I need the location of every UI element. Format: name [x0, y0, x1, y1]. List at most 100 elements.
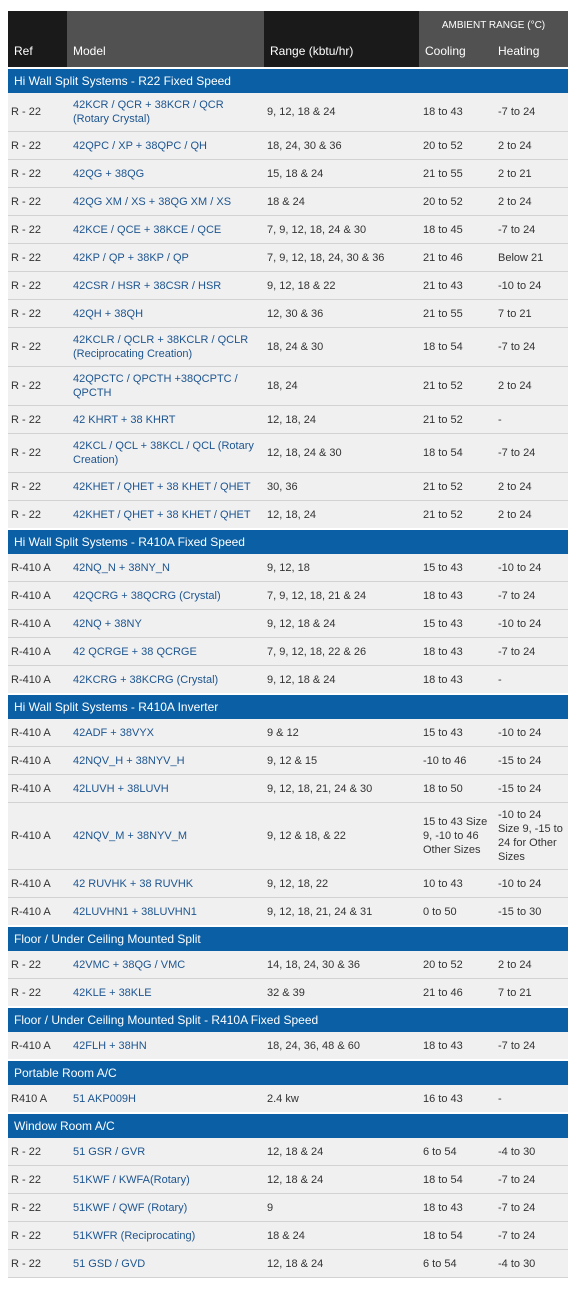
ref-cell: R - 22 — [8, 131, 67, 160]
ref-column-header: Ref — [8, 37, 67, 68]
model-cell: 42KP / QP + 38KP / QP — [67, 243, 264, 272]
range-cell: 7, 9, 12, 18, 24 & 30 — [264, 215, 419, 244]
model-cell: 42 RUVHK + 38 RUVHK — [67, 869, 264, 898]
ref-cell: R-410 A — [8, 774, 67, 803]
table-row: R-410 A 42NQV_M + 38NYV_M 9, 12 & 18, & 22… — [8, 802, 568, 870]
model-cell: 42QCRG + 38QCRG (Crystal) — [67, 581, 264, 610]
heating-cell: -4 to 30 — [492, 1138, 568, 1166]
range-cell: 7, 9, 12, 18, 21 & 24 — [264, 581, 419, 610]
ref-cell: R-410 A — [8, 719, 67, 747]
heating-cell: -15 to 24 — [492, 746, 568, 775]
range-cell: 9, 12, 18 — [264, 554, 419, 582]
range-cell: 12, 18 & 24 — [264, 1165, 419, 1194]
cooling-cell: 0 to 50 — [419, 897, 492, 927]
ref-cell: R-410 A — [8, 665, 67, 695]
model-cell: 42KCLR / QCLR + 38KCLR / QCLR (Reciproca… — [67, 327, 264, 367]
table-row: R-410 A 42FLH + 38HN 18, 24, 36, 48 & 60 18… — [8, 1032, 568, 1061]
cooling-cell: 15 to 43 Size 9, -10 to 46 Other Sizes — [419, 802, 492, 870]
section-title: Portable Room A/C — [8, 1059, 568, 1085]
model-cell: 51 GSR / GVR — [67, 1138, 264, 1166]
range-cell: 18, 24 — [264, 366, 419, 406]
heating-cell: -15 to 24 — [492, 774, 568, 803]
cooling-cell: 18 to 43 — [419, 1193, 492, 1222]
table-row: R - 22 42KCR / QCR + 38KCR / QCR (Rotary … — [8, 93, 568, 132]
heating-cell: 7 to 21 — [492, 978, 568, 1008]
range-cell: 9, 12, 18, 22 — [264, 869, 419, 898]
table-row: R-410 A 42QCRG + 38QCRG (Crystal) 7, 9, 12… — [8, 581, 568, 610]
ref-cell: R-410 A — [8, 637, 67, 666]
ref-cell: R-410 A — [8, 609, 67, 638]
header-spacer-range — [264, 11, 419, 37]
cooling-cell: 21 to 55 — [419, 159, 492, 188]
model-cell: 42KHET / QHET + 38 KHET / QHET — [67, 472, 264, 501]
table-header: AMBIENT RANGE (°C) Ref Model Range (kbtu… — [8, 11, 568, 68]
ref-cell: R - 22 — [8, 366, 67, 406]
range-cell: 9, 12, 18, 21, 24 & 30 — [264, 774, 419, 803]
cooling-cell: 20 to 52 — [419, 131, 492, 160]
model-cell: 42KLE + 38KLE — [67, 978, 264, 1008]
table-row: R - 22 42QG XM / XS + 38QG XM / XS 18 & 24… — [8, 187, 568, 216]
model-cell: 42LUVH + 38LUVH — [67, 774, 264, 803]
cooling-cell: 21 to 52 — [419, 472, 492, 501]
ref-cell: R - 22 — [8, 1221, 67, 1250]
range-cell: 18, 24, 36, 48 & 60 — [264, 1032, 419, 1061]
table-row: R-410 A 42NQV_H + 38NYV_H 9, 12 & 15 -10 to… — [8, 746, 568, 775]
cooling-cell: 18 to 54 — [419, 1165, 492, 1194]
model-cell: 42 KHRT + 38 KHRT — [67, 405, 264, 434]
heating-cell: -10 to 24 — [492, 609, 568, 638]
model-cell: 42NQ_N + 38NY_N — [67, 554, 264, 582]
model-cell: 51 AKP009H — [67, 1085, 264, 1114]
range-cell: 12, 18 & 24 — [264, 1249, 419, 1278]
range-cell: 9, 12, 18 & 24 — [264, 665, 419, 695]
ref-cell: R - 22 — [8, 93, 67, 132]
header-spacer-model — [67, 11, 264, 37]
section-title: Window Room A/C — [8, 1112, 568, 1138]
heating-cell: -7 to 24 — [492, 1193, 568, 1222]
range-cell: 9, 12, 18, 21, 24 & 31 — [264, 897, 419, 927]
range-cell: 18, 24 & 30 — [264, 327, 419, 367]
cooling-cell: 18 to 45 — [419, 215, 492, 244]
range-cell: 14, 18, 24, 30 & 36 — [264, 951, 419, 979]
table-row: R - 22 51 GSR / GVR 12, 18 & 24 6 to 54 -4 t… — [8, 1138, 568, 1166]
heating-cell: -7 to 24 — [492, 1221, 568, 1250]
heating-cell: -15 to 30 — [492, 897, 568, 927]
cooling-cell: 18 to 54 — [419, 433, 492, 473]
cooling-cell: 18 to 54 — [419, 1221, 492, 1250]
ref-cell: R - 22 — [8, 978, 67, 1008]
model-cell: 42KCR / QCR + 38KCR / QCR (Rotary Crysta… — [67, 93, 264, 132]
range-cell: 12, 18, 24 & 30 — [264, 433, 419, 473]
section-title: Hi Wall Split Systems - R410A Fixed Spee… — [8, 528, 568, 554]
cooling-column-header: Cooling — [419, 37, 492, 68]
cooling-cell: 21 to 52 — [419, 500, 492, 530]
section-title: Hi Wall Split Systems - R22 Fixed Speed — [8, 67, 568, 93]
table-row: R - 22 42KHET / QHET + 38 KHET / QHET 30, … — [8, 472, 568, 501]
ref-cell: R - 22 — [8, 500, 67, 530]
table-row: R-410 A 42KCRG + 38KCRG (Crystal) 9, 12, 1… — [8, 665, 568, 695]
section-title: Hi Wall Split Systems - R410A Inverter — [8, 693, 568, 719]
range-cell: 9 — [264, 1193, 419, 1222]
heating-cell: -7 to 24 — [492, 581, 568, 610]
table-row: R - 22 42 KHRT + 38 KHRT 12, 18, 24 21 to 5… — [8, 405, 568, 434]
table-row: R - 22 51 GSD / GVD 12, 18 & 24 6 to 54 -4 t… — [8, 1249, 568, 1278]
heating-cell: 2 to 24 — [492, 131, 568, 160]
section-title: Floor / Under Ceiling Mounted Split - R4… — [8, 1006, 568, 1032]
table-row: R-410 A 42ADF + 38VYX 9 & 12 15 to 43 -10 to… — [8, 719, 568, 747]
ref-cell: R-410 A — [8, 869, 67, 898]
range-cell: 18 & 24 — [264, 1221, 419, 1250]
heating-cell: -10 to 24 — [492, 719, 568, 747]
model-cell: 51KWFR (Reciprocating) — [67, 1221, 264, 1250]
model-cell: 42KHET / QHET + 38 KHET / QHET — [67, 500, 264, 530]
cooling-cell: 6 to 54 — [419, 1138, 492, 1166]
heating-cell: - — [492, 665, 568, 695]
heating-cell: - — [492, 1085, 568, 1114]
heating-cell: 2 to 24 — [492, 951, 568, 979]
heating-cell: 2 to 24 — [492, 187, 568, 216]
ref-cell: R - 22 — [8, 405, 67, 434]
ref-cell: R - 22 — [8, 1193, 67, 1222]
range-cell: 9, 12, 18 & 24 — [264, 609, 419, 638]
cooling-cell: 21 to 52 — [419, 405, 492, 434]
model-cell: 42VMC + 38QG / VMC — [67, 951, 264, 979]
model-column-header: Model — [67, 37, 264, 68]
table-row: R - 22 42KCLR / QCLR + 38KCLR / QCLR (Rec… — [8, 327, 568, 367]
section-title: Floor / Under Ceiling Mounted Split — [8, 925, 568, 951]
